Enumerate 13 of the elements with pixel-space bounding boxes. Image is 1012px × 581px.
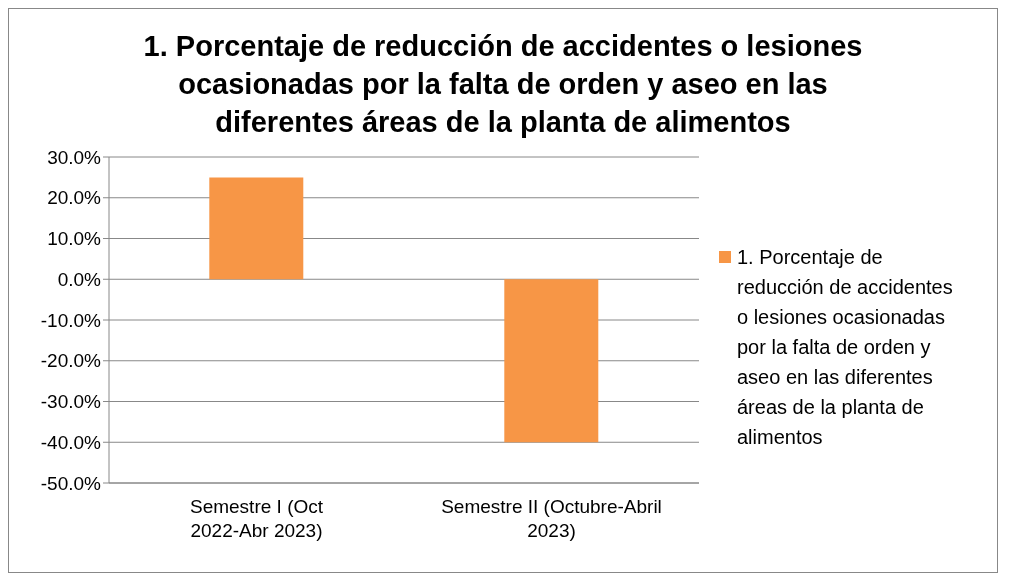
y-tick-label: 30.0%: [47, 146, 102, 168]
y-tick-label: -30.0%: [40, 391, 102, 413]
legend-label: 1. Porcentaje de reducción de accidentes o lesiones ocasionadas por la falta de orden y aseo en las diferentes áreas de la planta de alimentos: [737, 245, 954, 450]
y-tick-label: 20.0%: [47, 187, 102, 209]
y-tick-label: -40.0%: [40, 431, 102, 453]
y-tick-label: 10.0%: [47, 228, 102, 250]
x-tick-label: Semestre II (Octubre-Abril 2023): [441, 496, 662, 541]
y-tick-label: -50.0%: [40, 472, 102, 494]
x-tick-label: Semestre I (Oct 2022-Abr 2023): [189, 496, 324, 541]
chart-title: 1. Porcentaje de reducción de accidentes o lesiones ocasionadas por la falta de orden y aseo en las diferentes áreas de la planta de alimentos: [143, 30, 863, 138]
y-tick-label: -10.0%: [40, 309, 102, 331]
y-tick-label: -20.0%: [40, 350, 102, 372]
y-tick-label: 0.0%: [57, 268, 102, 290]
